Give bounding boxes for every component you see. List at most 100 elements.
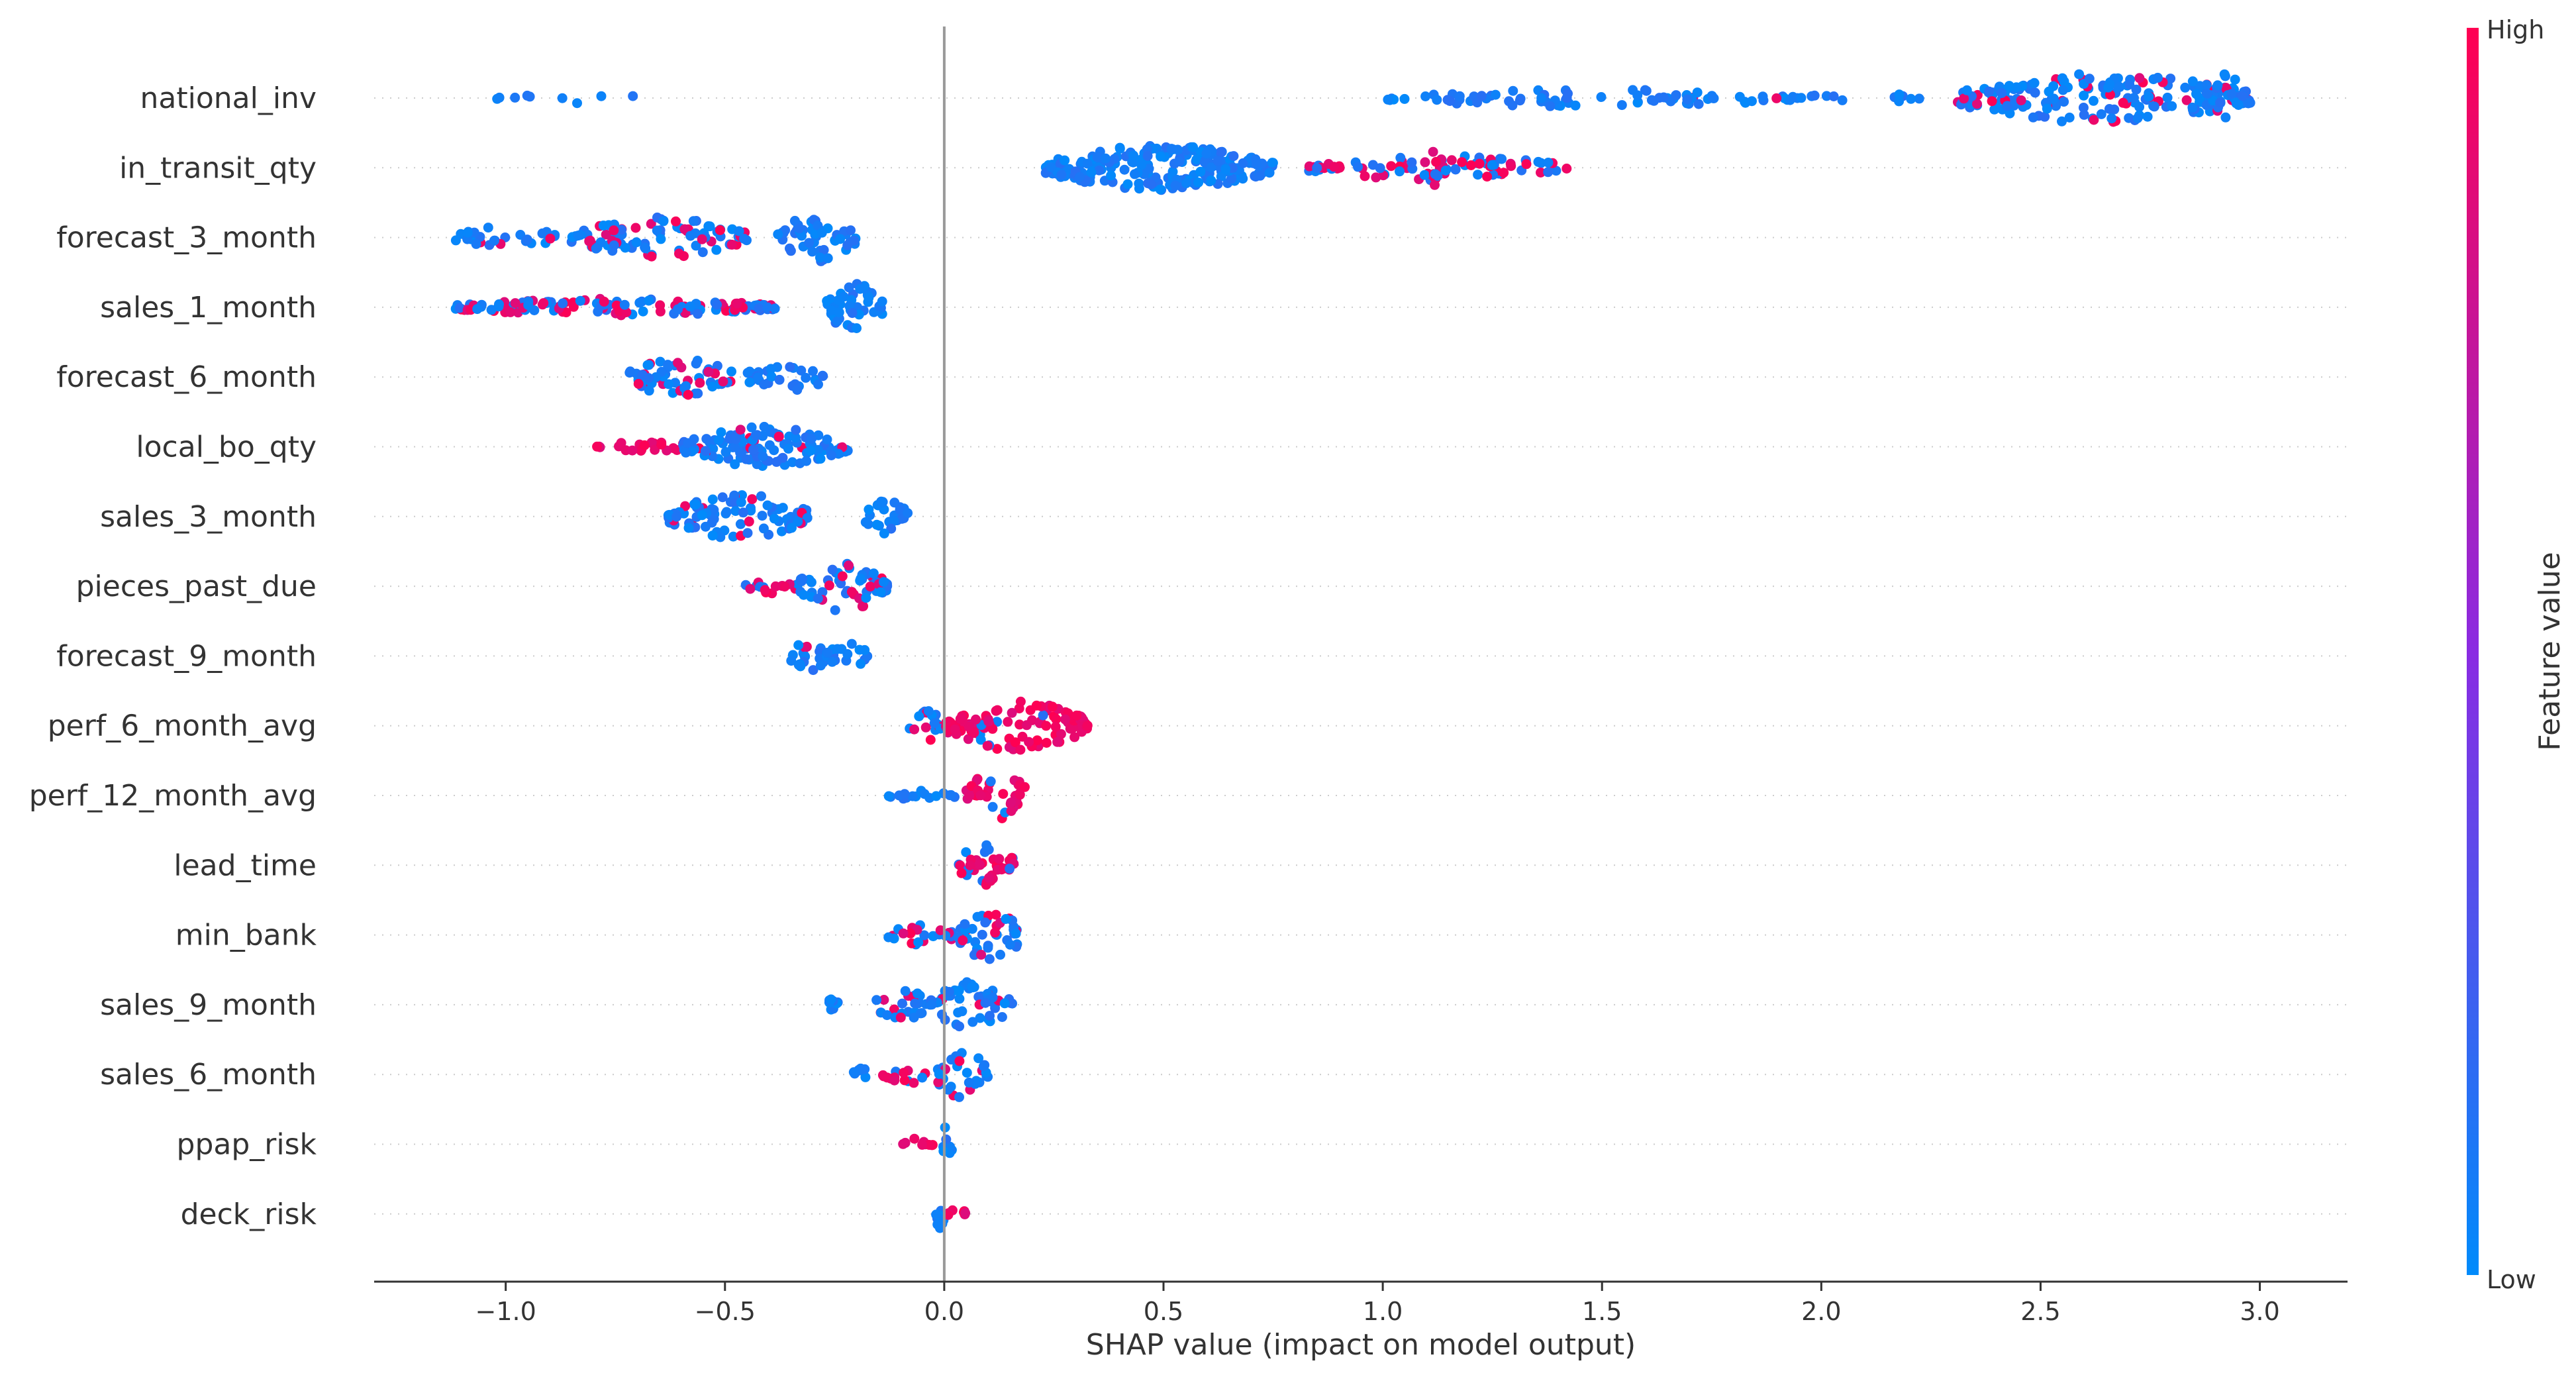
data-point — [1267, 158, 1277, 168]
data-point — [557, 93, 568, 103]
data-point — [690, 499, 701, 510]
data-point — [879, 577, 889, 588]
data-point — [976, 949, 987, 960]
data-point — [505, 307, 516, 317]
data-point — [1545, 101, 1556, 111]
data-point — [718, 376, 728, 387]
data-point — [538, 298, 549, 309]
data-point — [1060, 714, 1070, 725]
feature-label: min_bank — [175, 919, 317, 952]
data-point — [744, 516, 754, 527]
data-point — [585, 235, 595, 246]
data-point — [907, 791, 918, 801]
data-point — [785, 246, 796, 256]
data-point — [1563, 88, 1573, 99]
data-point — [2044, 86, 2054, 97]
data-point — [656, 439, 667, 450]
data-point — [717, 492, 728, 503]
data-point — [1914, 93, 1924, 104]
data-point — [646, 219, 656, 229]
data-point — [1383, 94, 1393, 105]
data-point — [1011, 929, 1021, 939]
data-point — [946, 790, 956, 800]
data-point — [700, 446, 711, 456]
data-point — [1428, 146, 1438, 157]
data-point — [822, 435, 832, 444]
data-point — [2040, 111, 2050, 122]
data-point — [2215, 97, 2225, 108]
data-point — [685, 230, 696, 241]
data-point — [962, 1068, 972, 1078]
data-point — [943, 1209, 954, 1220]
data-point — [1536, 168, 1546, 178]
data-point — [913, 988, 922, 999]
feature-points-forecast-9-month — [786, 639, 873, 676]
data-point — [736, 497, 746, 507]
data-point — [756, 491, 766, 501]
data-point — [1551, 166, 1561, 176]
data-point — [1115, 143, 1125, 154]
data-point — [1188, 142, 1199, 152]
data-point — [630, 223, 641, 233]
data-point — [852, 323, 862, 333]
data-point — [1771, 93, 1782, 103]
data-point — [1906, 93, 1916, 104]
feature-points-pieces-past-due — [740, 558, 893, 615]
data-point — [941, 717, 952, 728]
data-point — [883, 932, 894, 943]
data-point — [619, 299, 630, 310]
feature-points-perf-6-month-avg — [905, 696, 1093, 755]
data-point — [1420, 91, 1431, 101]
data-point — [793, 660, 804, 670]
data-point — [720, 446, 731, 457]
data-point — [695, 378, 705, 388]
data-point — [651, 372, 661, 382]
data-point — [844, 282, 854, 293]
data-point — [2242, 97, 2252, 108]
data-point — [2162, 92, 2173, 103]
data-point — [2059, 97, 2069, 107]
data-point — [909, 1012, 919, 1023]
data-point — [875, 587, 886, 597]
data-point — [1052, 737, 1063, 747]
data-point — [2004, 81, 2014, 91]
data-point — [627, 445, 638, 456]
data-point — [1181, 178, 1191, 189]
data-point — [758, 431, 768, 441]
data-point — [1201, 148, 1212, 159]
data-point — [754, 303, 764, 314]
data-point — [712, 360, 722, 371]
data-point — [697, 510, 707, 521]
data-point — [826, 994, 836, 1005]
data-point — [1174, 156, 1185, 167]
data-point — [558, 298, 568, 309]
data-point — [971, 714, 981, 725]
x-tick-label: −0.5 — [695, 1297, 756, 1326]
data-point — [2074, 69, 2085, 79]
data-point — [2187, 102, 2198, 113]
data-point — [537, 228, 548, 238]
data-point — [864, 293, 874, 303]
data-point — [900, 1137, 911, 1148]
data-point — [2233, 100, 2244, 110]
data-point — [1082, 720, 1093, 731]
data-point — [1987, 96, 1997, 107]
data-point — [683, 389, 693, 400]
data-point — [1106, 170, 1116, 181]
data-point — [944, 987, 954, 997]
data-point — [984, 872, 994, 883]
data-point — [2089, 115, 2099, 125]
data-point — [984, 954, 995, 964]
data-point — [1474, 158, 1485, 169]
data-point — [909, 1078, 919, 1088]
data-point — [1228, 151, 1239, 162]
feature-points-sales-3-month — [663, 490, 913, 542]
data-point — [879, 528, 889, 538]
data-point — [792, 385, 803, 395]
data-point — [2079, 109, 2089, 120]
data-point — [1213, 156, 1223, 166]
data-point — [1006, 797, 1016, 808]
data-point — [926, 999, 937, 1010]
data-point — [795, 574, 806, 584]
data-point — [1220, 164, 1231, 174]
